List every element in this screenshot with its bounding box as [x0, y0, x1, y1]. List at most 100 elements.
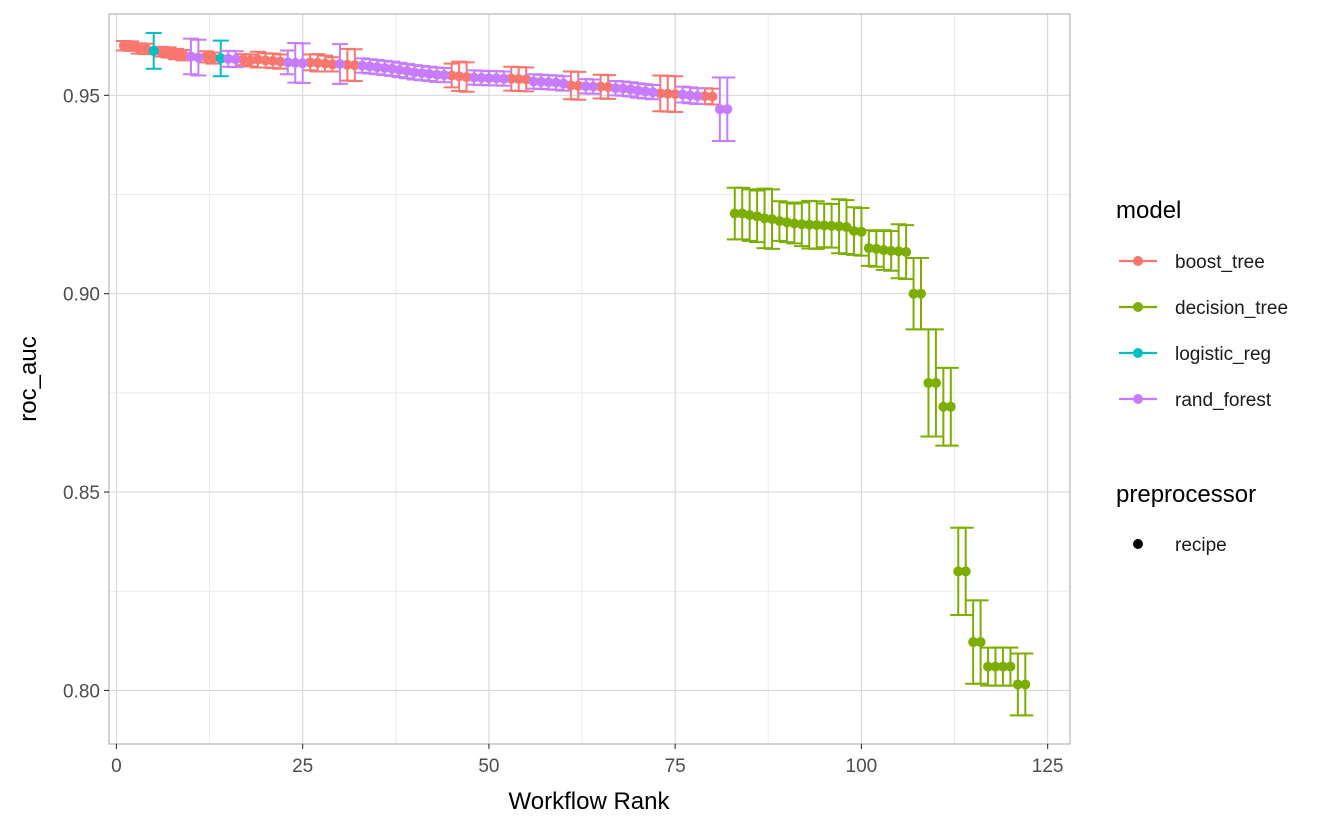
- data-point: [692, 91, 703, 102]
- data-point: [491, 73, 502, 84]
- data-point: [580, 81, 591, 92]
- data-point: [841, 222, 852, 233]
- legend-item-boost_tree: boost_tree: [1119, 252, 1265, 273]
- plot-border: [108, 13, 1071, 745]
- data-point: [744, 210, 755, 221]
- data-point: [558, 78, 569, 89]
- data-point: [804, 219, 815, 230]
- series-rand_forest: [182, 37, 736, 142]
- y-tick-label: 0.85: [63, 483, 100, 504]
- data-point: [625, 84, 636, 95]
- data-point: [260, 55, 271, 66]
- data-point: [163, 47, 174, 58]
- data-point: [893, 246, 904, 257]
- data-point: [483, 73, 494, 84]
- data-point: [647, 87, 658, 98]
- data-point: [312, 57, 323, 68]
- data-point: [662, 88, 673, 99]
- data-point: [938, 401, 949, 412]
- data-point: [446, 70, 457, 81]
- y-tick-label: 0.95: [63, 86, 100, 107]
- data-point: [722, 104, 733, 115]
- data-point: [506, 73, 517, 84]
- legend-title-preprocessor: preprocessor: [1116, 481, 1256, 508]
- data-point: [930, 377, 941, 388]
- data-point: [595, 81, 606, 92]
- legend-item-recipe: recipe: [1133, 535, 1227, 556]
- data-point: [424, 68, 435, 79]
- legend-label: logistic_reg: [1175, 344, 1271, 365]
- data-point: [327, 59, 338, 70]
- data-point: [603, 82, 614, 92]
- data-point: [573, 80, 584, 91]
- data-marks: [115, 32, 1034, 717]
- data-point: [193, 52, 204, 63]
- data-point: [439, 70, 450, 81]
- data-point: [1012, 679, 1023, 690]
- legend-label: decision_tree: [1175, 298, 1288, 319]
- data-point: [901, 247, 912, 258]
- data-point: [334, 58, 345, 69]
- data-point: [886, 245, 897, 256]
- data-point: [290, 57, 301, 68]
- legend-item-logistic_reg: logistic_reg: [1119, 344, 1271, 365]
- data-point: [200, 51, 211, 62]
- data-point: [379, 62, 390, 73]
- y-tick-label: 0.90: [63, 285, 100, 306]
- legend-label: rand_forest: [1175, 390, 1272, 411]
- data-point: [588, 81, 599, 92]
- data-point: [275, 56, 286, 67]
- data-point: [364, 61, 375, 72]
- data-point: [834, 221, 845, 232]
- legend-key-recipe: [1133, 539, 1143, 549]
- data-point: [349, 60, 360, 71]
- data-point: [655, 88, 666, 99]
- data-point: [476, 72, 487, 83]
- data-point: [848, 226, 859, 237]
- data-point: [677, 89, 688, 100]
- data-point: [543, 77, 554, 88]
- data-point: [819, 220, 830, 231]
- data-point: [685, 90, 696, 101]
- data-point: [826, 220, 837, 231]
- x-tick-label: 25: [292, 756, 313, 777]
- data-point: [282, 57, 293, 68]
- data-point: [267, 55, 278, 66]
- data-point: [863, 243, 874, 254]
- plot-background: [109, 14, 1070, 744]
- legend-label: boost_tree: [1175, 252, 1265, 273]
- data-point: [394, 64, 405, 75]
- data-point: [401, 66, 412, 77]
- data-point: [729, 208, 740, 219]
- data-point: [230, 54, 241, 65]
- legend-item-rand_forest: rand_forest: [1119, 390, 1272, 411]
- data-point: [185, 51, 196, 62]
- data-point: [737, 208, 748, 219]
- data-point: [536, 76, 547, 87]
- data-point: [118, 40, 129, 51]
- data-point: [372, 62, 383, 73]
- data-point: [945, 401, 956, 412]
- data-point: [297, 58, 308, 69]
- data-point: [156, 46, 167, 57]
- data-point: [990, 661, 1001, 672]
- legend-label-recipe: recipe: [1175, 535, 1227, 556]
- x-tick-label: 0: [111, 756, 122, 777]
- data-point: [968, 637, 979, 648]
- data-point: [461, 72, 472, 83]
- data-point: [983, 661, 994, 672]
- data-point: [953, 566, 964, 577]
- data-point: [1005, 661, 1016, 672]
- data-point: [454, 71, 465, 82]
- data-point: [245, 55, 256, 66]
- axis-ticks: 0 25 50 75 100 125 0.80 0.85 0.90 0.95: [63, 86, 1063, 777]
- data-point: [878, 245, 889, 256]
- legend-key-point: [1133, 256, 1143, 266]
- data-point: [670, 89, 681, 100]
- data-point: [528, 76, 539, 87]
- data-point: [997, 661, 1008, 672]
- data-point: [133, 43, 144, 54]
- data-point: [774, 216, 785, 227]
- data-point: [960, 566, 971, 577]
